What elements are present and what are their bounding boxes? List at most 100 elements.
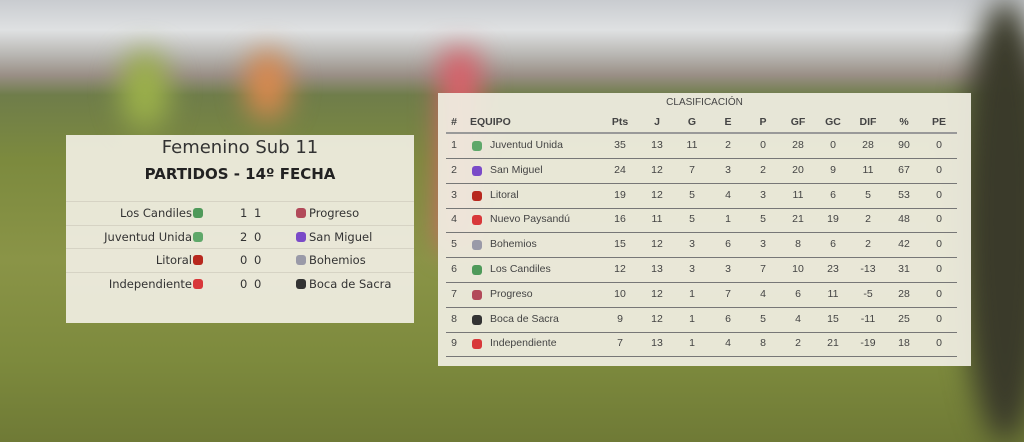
standings-row[interactable]: 2 San Miguel 24 12 7 3 2 20 9 11 67 0 <box>446 159 957 184</box>
team-name: Independiente <box>490 337 557 350</box>
away-team: Bohemios <box>309 253 366 267</box>
away-team-crest-icon <box>296 231 306 242</box>
team-name: Bohemios <box>490 238 537 251</box>
column-header: PE <box>931 116 947 128</box>
standings-panel: CLASIFICACIÓN # EQUIPO Pts J G E P GF GC DIF% PE 1… <box>438 93 971 366</box>
cell-e: 4 <box>725 188 731 201</box>
cell-pct: 28 <box>898 287 910 300</box>
team-crest-icon <box>472 215 482 226</box>
column-header: G <box>687 116 697 128</box>
cell-pct: 31 <box>898 263 910 275</box>
cell-pe: 0 <box>936 139 942 151</box>
cell-pct: 90 <box>898 139 910 151</box>
team-crest-icon <box>472 240 482 251</box>
cell-pts: 10 <box>614 287 626 300</box>
cell-g: 5 <box>689 188 695 201</box>
cell-gc: 0 <box>830 139 836 151</box>
cell-j: 12 <box>651 312 663 325</box>
cell-e: 1 <box>725 213 731 226</box>
cell-g: 5 <box>689 213 695 226</box>
cell-pos: 8 <box>451 312 457 325</box>
team-name: Nuevo Paysandú <box>490 213 570 226</box>
home-team-crest-icon <box>193 231 203 242</box>
cell-pos: 7 <box>451 287 457 300</box>
cell-pct: 67 <box>898 163 910 176</box>
cell-gf: 2 <box>795 337 801 350</box>
cell-pct: 25 <box>898 312 910 325</box>
cell-e: 3 <box>725 263 731 275</box>
cell-gc: 23 <box>827 263 839 275</box>
away-team-crest-icon <box>296 255 306 265</box>
cell-pts: 19 <box>614 188 626 201</box>
matches-panel: Femenino Sub 11 PARTIDOS - 14º FECHA Los… <box>66 135 414 323</box>
standings-row[interactable]: 8 Boca de Sacra 9 12 1 6 5 4 15 -11 25 0 <box>446 308 957 333</box>
cell-pts: 16 <box>614 213 626 226</box>
match-row[interactable]: Los Candiles 1 1 Progreso <box>66 201 414 224</box>
cell-gf: 28 <box>792 139 804 151</box>
cell-pos: 4 <box>451 213 457 226</box>
home-team: Independiente <box>108 276 192 291</box>
cell-dif: -11 <box>860 312 876 325</box>
cell-gf: 21 <box>792 213 804 226</box>
cell-pe: 0 <box>936 287 942 300</box>
standings-row[interactable]: 5 Bohemios 15 12 3 6 3 8 6 2 42 0 <box>446 233 957 259</box>
cell-dif: -19 <box>860 337 876 350</box>
match-row[interactable]: Independiente 0 0 Boca de Sacra <box>66 271 414 295</box>
standings-row[interactable]: 9 Independiente 7 13 1 4 8 2 21 -19 18 0 <box>446 332 957 358</box>
team-crest-icon <box>472 289 482 300</box>
cell-p: 5 <box>760 213 766 226</box>
away-score: 0 <box>254 229 262 244</box>
cell-pts: 24 <box>614 163 626 176</box>
cell-dif: 2 <box>865 213 871 226</box>
team-crest-icon <box>472 141 482 151</box>
cell-gc: 15 <box>827 312 839 325</box>
cell-pct: 48 <box>898 213 910 226</box>
standings-row[interactable]: 4 Nuevo Paysandú 16 11 5 1 5 21 19 2 48 0 <box>446 208 957 234</box>
team-name: San Miguel <box>490 163 543 176</box>
cell-gc: 11 <box>827 287 839 300</box>
cell-g: 1 <box>689 337 695 350</box>
cell-g: 11 <box>686 139 698 151</box>
cell-j: 12 <box>651 287 663 300</box>
column-header: EQUIPO <box>470 116 511 128</box>
match-row[interactable]: Litoral 0 0 Bohemios <box>66 248 414 271</box>
standings-title: CLASIFICACIÓN <box>666 97 743 108</box>
team-crest-icon <box>472 339 482 350</box>
cell-j: 13 <box>651 263 663 275</box>
standings-row[interactable]: 7 Progreso 10 12 1 7 4 6 11 -5 28 0 <box>446 283 957 308</box>
cell-j: 12 <box>651 163 663 176</box>
matchday-title: PARTIDOS - 14º FECHA <box>144 165 336 183</box>
team-name: Los Candiles <box>490 263 551 275</box>
standings-row[interactable]: 1 Juventud Unida 35 13 11 2 0 28 0 28 90 0 <box>446 134 957 159</box>
cell-p: 4 <box>760 287 766 300</box>
away-team-crest-icon <box>296 208 306 218</box>
cell-g: 1 <box>689 287 695 300</box>
home-team-crest-icon <box>193 255 203 265</box>
standings-row[interactable]: 3 Litoral 19 12 5 4 3 11 6 5 53 0 <box>446 184 957 209</box>
away-score: 1 <box>254 206 262 220</box>
cell-pts: 15 <box>614 238 626 251</box>
standings-header: # EQUIPO Pts J G E P GF GC DIF% PE <box>446 114 957 134</box>
column-header: J <box>654 116 660 128</box>
home-score: 0 <box>240 253 248 267</box>
team-name: Litoral <box>490 188 519 201</box>
category-title: Femenino Sub 11 <box>161 137 319 158</box>
match-row[interactable]: Juventud Unida 2 0 San Miguel <box>66 224 414 248</box>
cell-pe: 0 <box>936 263 942 275</box>
cell-p: 3 <box>760 188 766 201</box>
cell-dif: -13 <box>860 263 876 275</box>
cell-p: 5 <box>760 312 766 325</box>
home-team-crest-icon <box>193 278 203 289</box>
cell-pts: 7 <box>617 337 623 350</box>
home-score: 0 <box>240 276 248 291</box>
cell-gf: 6 <box>795 287 801 300</box>
team-name: Juventud Unida <box>490 139 563 151</box>
standings-row[interactable]: 6 Los Candiles 12 13 3 3 7 10 23 -13 31 0 <box>446 258 957 283</box>
cell-dif: 28 <box>862 139 874 151</box>
cell-gc: 19 <box>827 213 839 226</box>
cell-dif: 5 <box>865 188 871 201</box>
cell-gc: 21 <box>827 337 839 350</box>
home-team: Litoral <box>155 253 192 267</box>
team-crest-icon <box>472 314 482 325</box>
column-header: # <box>451 116 457 128</box>
